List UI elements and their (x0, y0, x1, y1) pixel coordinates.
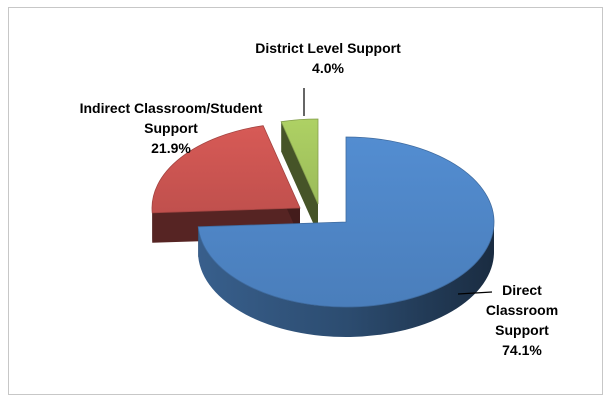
leader-line (457, 291, 493, 295)
pie-slice-group-2 (280, 118, 319, 234)
data-label: Direct Classroom Support 74.1% (486, 282, 558, 358)
data-label-name: Support (144, 120, 198, 136)
pie-slice-direct-classroom-support (197, 136, 495, 308)
data-label: District Level Support 4.0% (255, 40, 401, 76)
pie-slice-district-level-support (280, 118, 319, 205)
pie-slice-indirect-classroom-student-support (151, 125, 301, 214)
pie-slice-group-0 (197, 136, 495, 338)
data-label-name: Direct (502, 282, 542, 298)
data-label-percent: 4.0% (312, 60, 344, 76)
data-label-name: District Level Support (255, 40, 401, 56)
data-label-percent: 74.1% (502, 342, 542, 358)
pie-slice-side (198, 222, 494, 338)
pie-slice-wall (281, 121, 318, 234)
data-label: Indirect Classroom/Student Support 21.9% (80, 100, 263, 156)
data-label-name: Support (495, 322, 549, 338)
data-label-name: Classroom (486, 302, 558, 318)
data-label-percent: 21.9% (151, 140, 191, 156)
pie-slice-group-1 (151, 125, 301, 243)
data-label-name: Indirect Classroom/Student (80, 100, 263, 116)
